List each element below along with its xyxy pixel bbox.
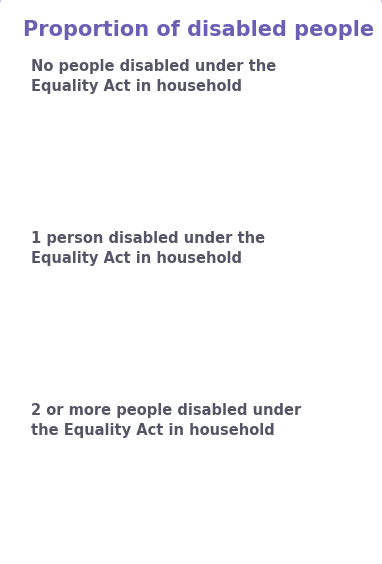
- Polygon shape: [122, 108, 243, 178]
- Text: 3.5%: 3.5%: [165, 497, 225, 521]
- Text: 19.6%: 19.6%: [157, 328, 232, 352]
- Text: 0.0%: 0.0%: [93, 360, 123, 373]
- Polygon shape: [122, 447, 260, 516]
- Text: 2 or more people disabled under
the Equality Act in household: 2 or more people disabled under the Equa…: [31, 403, 301, 438]
- Text: No people disabled under the
Equality Act in household: No people disabled under the Equality Ac…: [31, 59, 276, 94]
- Polygon shape: [122, 108, 260, 178]
- Polygon shape: [122, 277, 260, 347]
- Text: 100.0%: 100.0%: [245, 191, 289, 204]
- Polygon shape: [122, 508, 150, 516]
- Polygon shape: [122, 307, 157, 347]
- Text: 0.0%: 0.0%: [93, 191, 123, 204]
- Text: 100.0%: 100.0%: [245, 360, 289, 373]
- Text: 1 person disabled under the
Equality Act in household: 1 person disabled under the Equality Act…: [31, 231, 265, 266]
- Text: 0.0%: 0.0%: [93, 529, 123, 542]
- Text: 100.0%: 100.0%: [245, 529, 289, 542]
- Text: Proportion of disabled people: Proportion of disabled people: [23, 20, 374, 39]
- Text: 76.9%: 76.9%: [157, 158, 232, 183]
